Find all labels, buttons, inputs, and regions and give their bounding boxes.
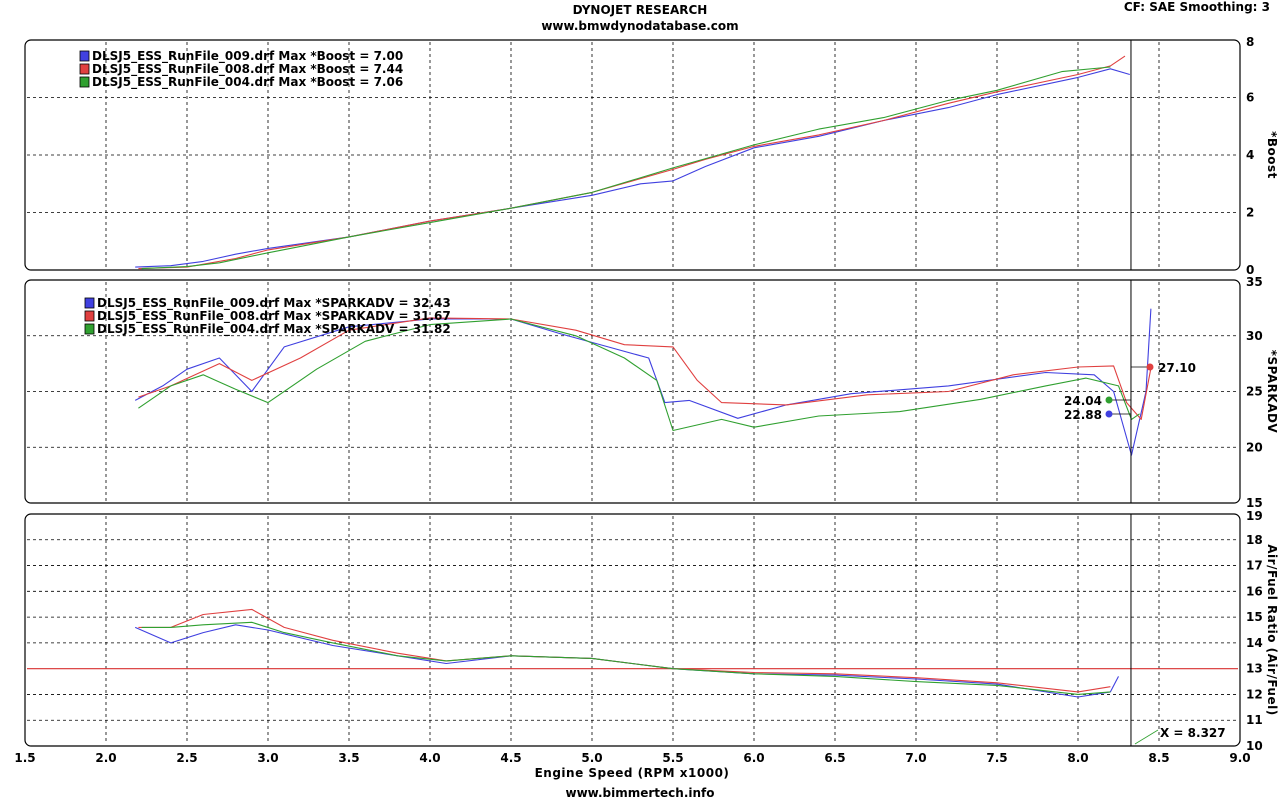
x-tick-label: 3.0 xyxy=(257,751,278,765)
chart-subtitle: www.bmwdynodatabase.com xyxy=(541,19,738,33)
x-tick-label: 5.5 xyxy=(662,751,683,765)
legend-entry: DLSJ5_ESS_RunFile_009.drf Max *SPARKADV … xyxy=(97,296,451,311)
legend-swatch xyxy=(84,310,95,322)
annotation-value: 27.10 xyxy=(1158,361,1196,375)
x-tick-label: 3.5 xyxy=(338,751,359,765)
x-tick-label: 4.5 xyxy=(500,751,521,765)
footer-site: www.bimmertech.info xyxy=(565,786,714,800)
x-tick-label: 2.0 xyxy=(95,751,116,765)
chart-title: DYNOJET RESEARCH xyxy=(573,3,708,17)
series-line-2 xyxy=(138,55,1126,270)
x-tick-label: 2.5 xyxy=(176,751,197,765)
y-axis-label: *Boost xyxy=(1265,131,1279,179)
y-tick-label: 25 xyxy=(1246,385,1263,399)
y-tick-label: 14 xyxy=(1246,636,1263,650)
y-tick-label: 8 xyxy=(1246,35,1254,49)
x-axis-label: Engine Speed (RPM x1000) xyxy=(535,766,730,780)
legend-swatch xyxy=(79,50,90,62)
annotation-value: 24.04 xyxy=(1064,394,1102,408)
legend-entry: DLSJ5_ESS_RunFile_009.drf Max *Boost = 7… xyxy=(92,49,403,64)
y-tick-label: 35 xyxy=(1246,275,1263,289)
series-line-3 xyxy=(141,621,1111,695)
y-tick-label: 2 xyxy=(1246,206,1254,220)
legend-swatch xyxy=(79,76,90,88)
plot-panel-1: 0 2 4 6 8 *Boost DLSJ5_ESS_RunFile_009.drf Max… xyxy=(24,35,1279,277)
y-tick-label: 11 xyxy=(1246,713,1263,727)
cf-smoothing-label: CF: SAE Smoothing: 3 xyxy=(1124,0,1270,14)
series-line-3 xyxy=(141,66,1111,270)
y-tick-label: 4 xyxy=(1246,148,1254,162)
y-tick-label: 18 xyxy=(1246,533,1263,547)
y-tick-label: 10 xyxy=(1246,739,1263,753)
y-tick-label: 19 xyxy=(1246,509,1263,523)
cursor-leader xyxy=(1134,729,1159,745)
series-line-2 xyxy=(138,317,1152,420)
annotation-marker xyxy=(1105,410,1113,418)
annotation-marker xyxy=(1146,363,1154,371)
legend-entry: DLSJ5_ESS_RunFile_008.drf Max *Boost = 7… xyxy=(92,62,403,77)
legend-entry: DLSJ5_ESS_RunFile_004.drf Max *Boost = 7… xyxy=(92,75,403,90)
y-tick-label: 30 xyxy=(1246,329,1263,343)
x-tick-label: 6.0 xyxy=(743,751,764,765)
y-tick-label: 0 xyxy=(1246,263,1254,277)
x-tick-label: 8.5 xyxy=(1148,751,1169,765)
x-tick-label: 4.0 xyxy=(419,751,440,765)
y-tick-label: 16 xyxy=(1246,584,1263,598)
series-line-1 xyxy=(135,68,1130,268)
annotation-marker xyxy=(1105,396,1113,404)
y-tick-label: 20 xyxy=(1246,440,1263,454)
legend-entry: DLSJ5_ESS_RunFile_004.drf Max *SPARKADV … xyxy=(97,322,451,337)
panel-frame xyxy=(24,513,1241,747)
x-tick-label: 8.0 xyxy=(1067,751,1088,765)
legend-swatch xyxy=(84,323,95,335)
x-tick-label: 7.0 xyxy=(905,751,926,765)
x-tick-label: 7.5 xyxy=(986,751,1007,765)
y-tick-label: 12 xyxy=(1246,687,1263,701)
y-axis-label: Air/Fuel Ratio (Air/Fuel) xyxy=(1265,544,1279,715)
legend-swatch xyxy=(79,63,90,75)
plot-panel-2: 15 20 25 30 35 *SPARKADV DLSJ5_ESS_RunFile_009… xyxy=(24,275,1279,510)
plot-panel-3: 10 11 12 13 14 15 16 17 18 19 Air/Fuel Ratio (Air/… xyxy=(14,509,1279,780)
y-axis-label: *SPARKADV xyxy=(1265,350,1279,434)
x-tick-label: 1.5 xyxy=(14,751,35,765)
annotation-value: 22.88 xyxy=(1064,408,1102,422)
y-tick-label: 6 xyxy=(1246,91,1254,105)
y-tick-label: 13 xyxy=(1246,662,1263,676)
y-tick-label: 15 xyxy=(1246,496,1263,510)
x-tick-label: 5.0 xyxy=(581,751,602,765)
x-tick-label: 6.5 xyxy=(824,751,845,765)
y-tick-label: 17 xyxy=(1246,559,1263,573)
cursor-readout: X = 8.327 xyxy=(1160,726,1226,740)
x-tick-label: 9.0 xyxy=(1229,751,1250,765)
y-tick-label: 15 xyxy=(1246,610,1263,624)
legend-entry: DLSJ5_ESS_RunFile_008.drf Max *SPARKADV … xyxy=(97,309,451,324)
series-line-3 xyxy=(138,318,1140,432)
legend-swatch xyxy=(84,297,95,309)
